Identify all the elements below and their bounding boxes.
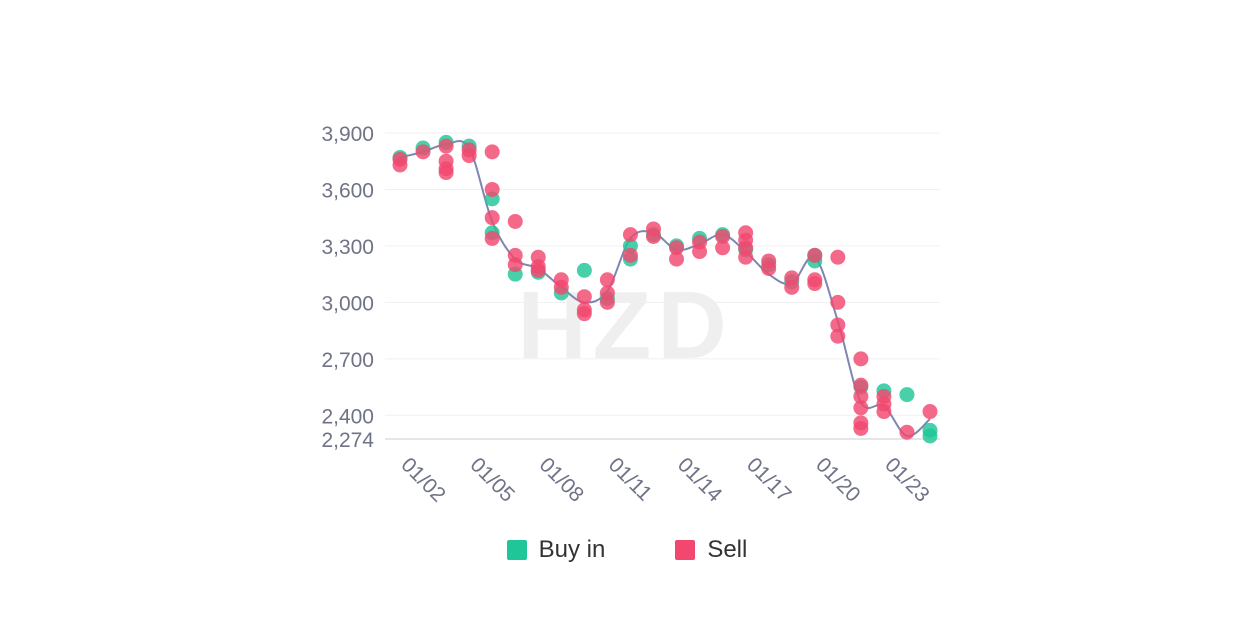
legend-item-buy-in[interactable]: Buy in xyxy=(506,536,606,564)
point-sell[interactable] xyxy=(669,240,685,256)
point-sell[interactable] xyxy=(830,317,846,333)
point-sell[interactable] xyxy=(507,257,523,273)
point-sell[interactable] xyxy=(576,289,592,305)
point-sell[interactable] xyxy=(484,181,500,197)
x-tick-label: 01/08 xyxy=(535,453,588,506)
y-tick-label: 2,274 xyxy=(321,429,374,452)
point-sell[interactable] xyxy=(715,229,731,245)
x-tick-label: 01/17 xyxy=(742,453,795,506)
x-tick-label: 01/02 xyxy=(396,453,449,506)
point-sell[interactable] xyxy=(576,306,592,322)
point-sell[interactable] xyxy=(392,157,408,173)
legend-item-sell[interactable]: Sell xyxy=(675,536,747,564)
legend-swatch-buy-in xyxy=(506,540,527,560)
point-sell[interactable] xyxy=(484,230,500,246)
y-tick-label: 3,600 xyxy=(321,179,374,202)
point-sell[interactable] xyxy=(599,294,615,310)
y-tick-label: 3,300 xyxy=(321,236,374,259)
point-sell[interactable] xyxy=(438,165,454,181)
legend: Buy in Sell xyxy=(0,536,1254,564)
point-buy-in[interactable] xyxy=(899,387,915,403)
point-sell[interactable] xyxy=(484,144,500,160)
x-tick-label: 01/23 xyxy=(880,453,933,506)
point-sell[interactable] xyxy=(761,260,777,276)
legend-label-sell: Sell xyxy=(707,536,748,563)
grid-lines xyxy=(385,132,940,440)
x-tick-label: 01/11 xyxy=(604,453,656,505)
point-sell[interactable] xyxy=(553,279,569,295)
x-tick-label: 01/05 xyxy=(466,453,519,506)
legend-swatch-sell xyxy=(675,540,696,560)
point-sell[interactable] xyxy=(784,279,800,295)
point-sell[interactable] xyxy=(622,227,638,243)
point-sell[interactable] xyxy=(669,251,685,267)
point-sell[interactable] xyxy=(853,388,869,404)
point-sell[interactable] xyxy=(830,249,846,265)
point-sell[interactable] xyxy=(599,272,615,288)
point-sell[interactable] xyxy=(830,328,846,344)
watermark: HZD xyxy=(517,272,732,379)
point-buy-in[interactable] xyxy=(576,262,592,278)
point-sell[interactable] xyxy=(645,229,661,245)
point-sell[interactable] xyxy=(484,210,500,226)
point-sell[interactable] xyxy=(507,213,523,229)
point-sell[interactable] xyxy=(461,148,477,164)
point-sell[interactable] xyxy=(415,144,431,160)
point-sell[interactable] xyxy=(830,294,846,310)
y-tick-label: 3,000 xyxy=(321,292,374,315)
data-points xyxy=(392,134,938,444)
point-sell[interactable] xyxy=(853,420,869,436)
y-tick-label: 3,900 xyxy=(321,123,374,146)
point-sell[interactable] xyxy=(807,247,823,263)
point-buy-in[interactable] xyxy=(922,422,938,438)
x-tick-label: 01/14 xyxy=(673,453,727,507)
point-sell[interactable] xyxy=(876,404,892,420)
point-sell[interactable] xyxy=(692,244,708,260)
point-sell[interactable] xyxy=(715,240,731,256)
point-sell[interactable] xyxy=(530,262,546,278)
point-sell[interactable] xyxy=(853,400,869,416)
point-sell[interactable] xyxy=(738,249,754,265)
point-sell[interactable] xyxy=(853,351,869,367)
point-sell[interactable] xyxy=(438,138,454,154)
point-sell[interactable] xyxy=(922,404,938,420)
x-tick-label: 01/20 xyxy=(811,453,864,506)
point-sell[interactable] xyxy=(899,424,915,440)
x-axis: 01/02 01/05 01/08 01/11 01/14 01/17 01/20 01/23 xyxy=(396,453,933,507)
point-sell[interactable] xyxy=(807,276,823,292)
y-tick-label: 2,700 xyxy=(321,349,374,372)
y-tick-label: 2,400 xyxy=(321,405,374,428)
point-sell[interactable] xyxy=(853,377,869,393)
legend-label-buy-in: Buy in xyxy=(538,536,606,563)
point-sell[interactable] xyxy=(622,247,638,263)
